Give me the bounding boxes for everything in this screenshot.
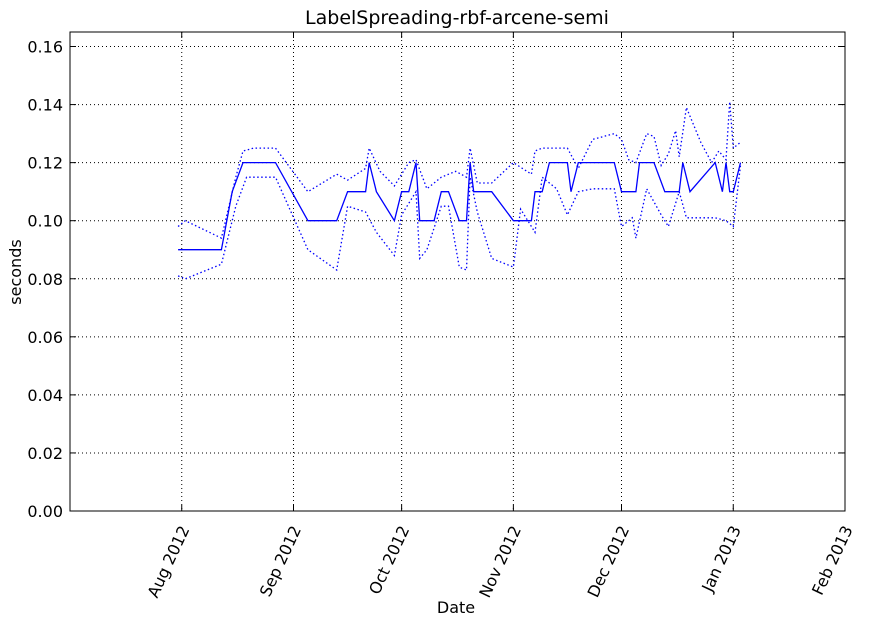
x-tick-label: Nov 2012 — [475, 523, 525, 601]
x-axis: Aug 2012 Sep 2012 Oct 2012 Nov 2012 Dec 2012… — [144, 32, 857, 601]
plot-frame — [69, 31, 846, 512]
y-tick-label: 0.06 — [27, 328, 63, 347]
y-tick-label: 0.16 — [27, 38, 63, 57]
x-tick-label: Oct 2012 — [365, 523, 413, 598]
x-tick-label: Aug 2012 — [144, 523, 194, 601]
y-tick-label: 0.10 — [27, 212, 63, 231]
series-line-main — [178, 161, 742, 251]
y-axis-label: seconds — [6, 239, 25, 304]
x-tick-label: Dec 2012 — [583, 523, 633, 601]
x-axis-label: Date — [437, 598, 475, 617]
chart-title: LabelSpreading-rbf-arcene-semi — [305, 7, 609, 29]
x-tick-label: Feb 2013 — [808, 523, 857, 598]
y-tick-label: 0.14 — [27, 96, 63, 115]
x-tick-label: Sep 2012 — [256, 523, 305, 600]
y-tick-label: 0.04 — [27, 386, 63, 405]
y-tick-label: 0.00 — [27, 502, 63, 521]
series-line-band-1 — [177, 101, 741, 240]
y-tick-label: 0.02 — [27, 444, 63, 463]
x-tick-label: Jan 2013 — [697, 523, 744, 596]
series-layer — [177, 101, 742, 280]
series-line-band-2 — [177, 165, 742, 280]
y-tick-label: 0.12 — [27, 154, 63, 173]
y-tick-label: 0.08 — [27, 270, 63, 289]
y-axis: 0.00 0.02 0.04 0.06 0.08 0.10 0.12 0.14 0.16 — [27, 38, 845, 521]
grid — [70, 32, 846, 512]
